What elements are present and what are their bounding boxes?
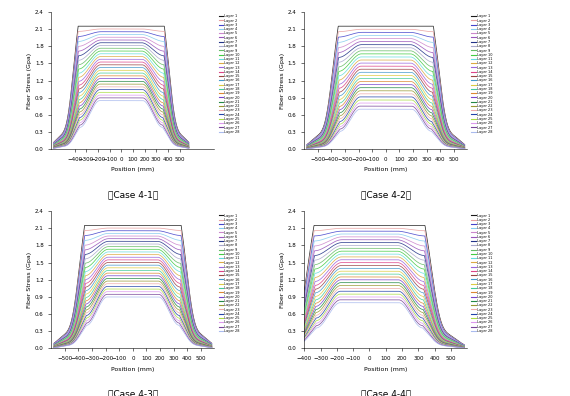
- Legend: Layer 1, Layer 2, Layer 3, Layer 4, Layer 5, Layer 6, Layer 7, Layer 8, Layer 9,: Layer 1, Layer 2, Layer 3, Layer 4, Laye…: [471, 13, 493, 135]
- X-axis label: Position (mm): Position (mm): [364, 168, 408, 173]
- Y-axis label: Fiber Stress (Gpa): Fiber Stress (Gpa): [27, 53, 32, 109]
- X-axis label: Position (mm): Position (mm): [111, 367, 154, 372]
- Text: 〈Case 4-1〉: 〈Case 4-1〉: [108, 190, 158, 200]
- Text: 〈Case 4-2〉: 〈Case 4-2〉: [361, 190, 411, 200]
- Y-axis label: Fiber Stress (Gpa): Fiber Stress (Gpa): [280, 252, 285, 308]
- Y-axis label: Fiber Stress (Gpa): Fiber Stress (Gpa): [280, 53, 285, 109]
- Legend: Layer 1, Layer 2, Layer 3, Layer 4, Layer 5, Layer 6, Layer 7, Layer 8, Layer 9,: Layer 1, Layer 2, Layer 3, Layer 4, Laye…: [471, 213, 493, 334]
- Legend: Layer 1, Layer 2, Layer 3, Layer 4, Layer 5, Layer 6, Layer 7, Layer 8, Layer 9,: Layer 1, Layer 2, Layer 3, Layer 4, Laye…: [218, 213, 240, 334]
- X-axis label: Position (mm): Position (mm): [111, 168, 154, 173]
- Legend: Layer 1, Layer 2, Layer 3, Layer 4, Layer 5, Layer 6, Layer 7, Layer 8, Layer 9,: Layer 1, Layer 2, Layer 3, Layer 4, Laye…: [218, 13, 240, 135]
- X-axis label: Position (mm): Position (mm): [364, 367, 408, 372]
- Text: 〈Case 4-4〉: 〈Case 4-4〉: [361, 390, 411, 396]
- Text: 〈Case 4-3〉: 〈Case 4-3〉: [108, 390, 158, 396]
- Y-axis label: Fiber Stress (Gpa): Fiber Stress (Gpa): [27, 252, 32, 308]
